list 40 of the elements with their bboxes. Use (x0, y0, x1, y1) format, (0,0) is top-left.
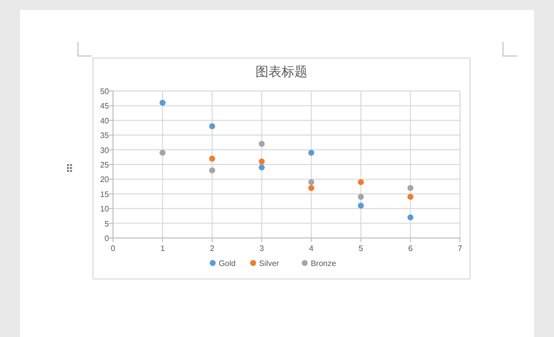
y-tick-label: 5 (104, 219, 110, 228)
point (358, 179, 364, 186)
y-tick-label: 35 (100, 131, 110, 140)
point (407, 185, 414, 192)
y-tick-label: 10 (100, 204, 110, 214)
y-tick-label: 50 (100, 87, 110, 96)
point (407, 194, 414, 200)
point (358, 194, 364, 200)
point (209, 156, 216, 162)
x-tick-label: 2 (210, 244, 215, 253)
point (358, 202, 364, 209)
legend-label: Silver (259, 259, 280, 268)
point (160, 150, 166, 156)
point (308, 150, 314, 156)
y-tick-label: 40 (100, 116, 110, 126)
legend-label: Bronze (310, 259, 337, 268)
x-tick-label: 4 (309, 244, 314, 253)
y-tick-label: 20 (100, 175, 110, 184)
x-tick-label: 0 (110, 244, 116, 253)
y-tick-label: 45 (100, 102, 110, 111)
point (258, 164, 265, 170)
y-tick-label: 25 (100, 160, 110, 170)
chart-title: 图表标题 (256, 65, 308, 80)
point (209, 167, 216, 174)
point (160, 100, 166, 106)
x-tick-label: 3 (259, 244, 264, 253)
legend-label: Gold (218, 259, 236, 268)
point (209, 123, 216, 130)
y-tick-label: 30 (100, 146, 110, 155)
point (258, 158, 265, 165)
y-tick-label: 15 (100, 190, 110, 199)
point (258, 140, 265, 147)
y-tick-label: 0 (104, 234, 110, 243)
point (308, 185, 314, 192)
x-tick-label: 6 (408, 244, 414, 253)
x-tick-label: 7 (458, 244, 463, 253)
point (308, 179, 314, 186)
x-tick-label: 5 (358, 244, 364, 253)
x-tick-label: 1 (160, 244, 166, 253)
point (407, 214, 414, 220)
